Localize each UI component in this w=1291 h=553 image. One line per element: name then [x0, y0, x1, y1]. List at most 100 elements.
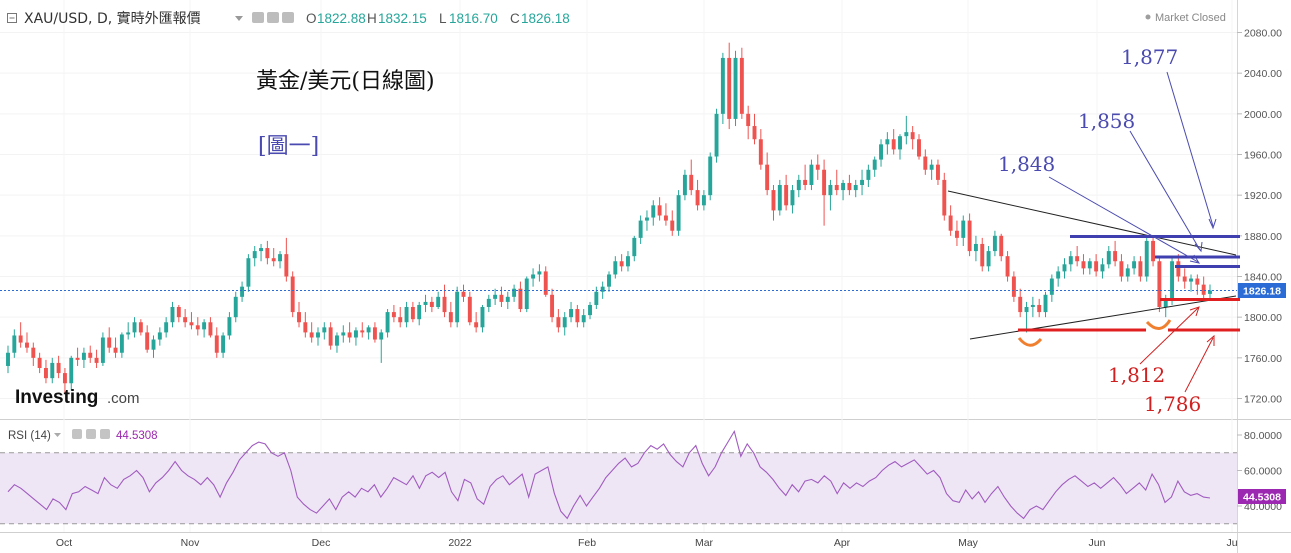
candle[interactable]	[1119, 254, 1124, 282]
candle[interactable]	[739, 47, 744, 119]
candle[interactable]	[208, 317, 213, 338]
candle[interactable]	[50, 357, 55, 384]
candle[interactable]	[720, 52, 725, 124]
candle[interactable]	[88, 345, 93, 363]
candle[interactable]	[265, 240, 270, 265]
candle[interactable]	[360, 322, 365, 338]
candle[interactable]	[398, 307, 403, 328]
candle[interactable]	[417, 301, 422, 326]
candle[interactable]	[822, 159, 827, 226]
candle[interactable]	[910, 126, 915, 150]
candle[interactable]	[6, 345, 10, 374]
candle[interactable]	[1189, 274, 1193, 292]
candle[interactable]	[973, 235, 978, 262]
candle[interactable]	[18, 322, 23, 348]
candle[interactable]	[581, 309, 586, 328]
candle[interactable]	[341, 325, 346, 343]
candle[interactable]	[132, 317, 137, 338]
candle[interactable]	[448, 301, 453, 328]
candle[interactable]	[619, 254, 624, 272]
candle[interactable]	[284, 237, 289, 282]
candle[interactable]	[43, 359, 48, 384]
candle[interactable]	[1170, 256, 1175, 305]
candle[interactable]	[189, 312, 194, 330]
candle[interactable]	[442, 284, 447, 318]
candle[interactable]	[954, 220, 959, 246]
candle[interactable]	[695, 179, 700, 211]
candle[interactable]	[75, 347, 80, 366]
candle[interactable]	[1075, 246, 1080, 267]
candle[interactable]	[885, 132, 890, 155]
candle[interactable]	[176, 304, 181, 323]
rsi-settings-icon[interactable]	[86, 429, 96, 439]
candle[interactable]	[480, 304, 485, 333]
candle[interactable]	[746, 105, 751, 140]
candle[interactable]	[1018, 288, 1023, 318]
candle[interactable]	[1024, 301, 1029, 333]
candle[interactable]	[790, 185, 795, 214]
candle[interactable]	[252, 246, 257, 267]
candle[interactable]	[727, 42, 732, 130]
candle[interactable]	[195, 317, 200, 336]
candle[interactable]	[999, 233, 1004, 262]
candle[interactable]	[917, 134, 921, 160]
rsi-dropdown-icon[interactable]	[54, 433, 61, 437]
candle[interactable]	[936, 159, 940, 185]
symbol-title[interactable]: XAU/USD, D, 實時外匯報價	[24, 10, 201, 27]
candle[interactable]	[69, 355, 74, 391]
candle[interactable]	[461, 284, 466, 302]
candle[interactable]	[771, 185, 776, 221]
candle[interactable]	[834, 169, 839, 196]
candle[interactable]	[613, 256, 618, 279]
candle[interactable]	[733, 50, 738, 127]
candle[interactable]	[297, 301, 301, 328]
candle[interactable]	[638, 215, 643, 244]
candle[interactable]	[1151, 235, 1156, 267]
candle[interactable]	[1056, 266, 1061, 287]
candle[interactable]	[493, 288, 498, 305]
candle[interactable]	[714, 108, 719, 163]
candle[interactable]	[138, 319, 143, 336]
close-icon[interactable]	[282, 12, 294, 23]
candle[interactable]	[784, 174, 789, 211]
candle[interactable]	[309, 322, 314, 343]
candle[interactable]	[214, 327, 219, 358]
candle[interactable]	[556, 309, 561, 333]
candle[interactable]	[1208, 284, 1212, 301]
candle[interactable]	[335, 332, 339, 353]
candle[interactable]	[322, 322, 327, 340]
candle[interactable]	[1106, 246, 1111, 269]
candle[interactable]	[1030, 296, 1035, 318]
candle[interactable]	[385, 309, 390, 338]
candle[interactable]	[682, 169, 687, 201]
candle[interactable]	[803, 164, 808, 191]
candle[interactable]	[1081, 254, 1086, 275]
candle[interactable]	[278, 251, 282, 269]
candle[interactable]	[423, 294, 428, 313]
candle[interactable]	[1043, 291, 1048, 318]
candle[interactable]	[809, 159, 814, 191]
candle[interactable]	[410, 301, 415, 323]
candle[interactable]	[980, 237, 985, 272]
candle[interactable]	[25, 332, 29, 353]
candle[interactable]	[815, 154, 820, 180]
candle[interactable]	[651, 200, 656, 226]
candle[interactable]	[119, 332, 124, 358]
candle[interactable]	[366, 325, 371, 340]
candle[interactable]	[1144, 235, 1149, 282]
candle[interactable]	[379, 329, 384, 363]
candle[interactable]	[575, 304, 580, 328]
candle[interactable]	[486, 294, 491, 313]
candle[interactable]	[708, 152, 713, 201]
candle[interactable]	[170, 301, 175, 328]
candle[interactable]	[841, 179, 846, 201]
candle[interactable]	[828, 179, 833, 211]
candle[interactable]	[986, 246, 991, 272]
candle[interactable]	[758, 129, 763, 170]
candle[interactable]	[246, 254, 251, 292]
candle[interactable]	[524, 276, 529, 313]
candle[interactable]	[1094, 254, 1099, 277]
candle[interactable]	[1113, 240, 1118, 267]
candle[interactable]	[1157, 258, 1162, 313]
candle[interactable]	[777, 179, 782, 216]
